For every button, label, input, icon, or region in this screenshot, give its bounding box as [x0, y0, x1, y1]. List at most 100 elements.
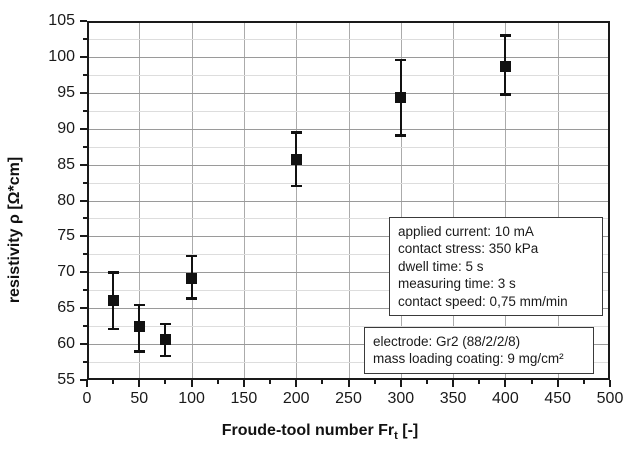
x-axis-major-tick	[504, 380, 507, 387]
error-bar-cap-bottom	[186, 297, 198, 300]
y-axis-label: resistivity ρ [Ω*cm]	[6, 156, 23, 304]
x-axis-minor-tick	[582, 380, 585, 384]
error-bar-cap-bottom	[107, 327, 119, 331]
data-point-marker	[159, 334, 171, 346]
gridline-horizontal-minor	[87, 254, 610, 256]
error-bar-cap-top	[133, 303, 145, 307]
y-axis-minor-tick	[83, 325, 87, 328]
y-axis-major-tick	[80, 343, 87, 346]
x-axis-major-tick	[86, 380, 88, 387]
y-axis-major-tick	[80, 163, 87, 166]
x-axis-tick-label: 150	[230, 390, 258, 407]
y-axis-major-tick	[80, 271, 87, 274]
gridline-horizontal-major	[87, 200, 610, 202]
gridline-horizontal-minor	[87, 290, 610, 292]
y-axis-tick-label: 55	[57, 371, 75, 388]
x-axis-major-tick	[452, 380, 455, 387]
x-axis-minor-tick	[164, 380, 167, 384]
x-axis-minor-tick	[373, 380, 376, 384]
data-point-marker	[499, 60, 511, 72]
gridline-horizontal-minor	[87, 74, 610, 76]
annotation-line: mass loading coating: 9 mg/cm²	[373, 351, 564, 367]
y-axis-tick-label: 90	[57, 119, 75, 137]
x-axis-minor-tick	[216, 380, 219, 384]
x-axis-minor-tick	[269, 380, 272, 384]
y-axis-major-tick	[80, 91, 87, 94]
x-axis-tick-label: 500	[596, 390, 624, 407]
y-axis-major-tick	[80, 55, 87, 58]
y-axis-tick-label: 75	[57, 227, 75, 245]
gridline-horizontal-minor	[87, 218, 610, 220]
gridline-horizontal-major	[87, 236, 610, 238]
gridline-horizontal-major	[87, 164, 610, 166]
x-axis-label-text: Froude-tool number Fr	[221, 422, 395, 439]
x-axis-tick-label: 50	[130, 390, 149, 407]
y-axis-major-tick	[80, 235, 87, 238]
gridline-horizontal-major	[87, 92, 610, 94]
x-axis-major-tick	[190, 380, 193, 387]
y-axis-minor-tick	[83, 109, 87, 112]
gridline-horizontal-minor	[87, 38, 610, 40]
annotation-box-measurement-parameters: applied current: 10 mA contact stress: 35…	[389, 217, 603, 317]
x-axis-minor-tick	[112, 380, 115, 384]
x-axis-major-tick	[609, 380, 611, 387]
gridline-horizontal-minor	[87, 146, 610, 148]
x-axis-tick-label: 350	[439, 390, 467, 407]
gridline-horizontal-major	[87, 128, 610, 130]
gridline-horizontal-minor	[87, 182, 610, 184]
y-axis-minor-tick	[83, 181, 87, 184]
gridline-horizontal-minor	[87, 362, 610, 364]
x-axis-major-tick	[295, 380, 298, 387]
x-axis-major-tick	[347, 380, 350, 387]
gridline-horizontal-minor	[87, 326, 610, 328]
y-axis-minor-tick	[83, 361, 87, 364]
error-bar-cap-bottom	[159, 354, 171, 358]
x-axis-label-unit: [-]	[397, 422, 419, 439]
error-bar-cap-bottom	[290, 184, 302, 188]
y-axis-minor-tick	[83, 37, 87, 40]
x-axis-tick-label: 0	[82, 390, 92, 407]
data-point-marker	[290, 154, 302, 166]
x-axis-tick-label: 400	[492, 390, 519, 407]
gridline-horizontal-minor	[87, 110, 610, 112]
x-axis-major-tick	[138, 380, 141, 387]
x-axis-minor-tick	[321, 380, 324, 384]
error-bar-cap-top	[499, 34, 511, 37]
error-bar-cap-top	[186, 254, 198, 258]
x-axis-label: Froude-tool number Frt [-]	[0, 422, 640, 442]
y-axis-major-tick	[80, 199, 87, 202]
annotation-line: contact speed: 0,75 mm/min	[398, 293, 568, 309]
y-axis-minor-tick	[83, 253, 87, 256]
data-point-marker	[186, 272, 198, 284]
error-bar-cap-top	[107, 271, 119, 274]
annotation-line: applied current: 10 mA	[398, 224, 534, 239]
annotation-box-electrode-info: electrode: Gr2 (88/2/2/8) mass loading co…	[364, 327, 594, 374]
x-axis-tick-label: 200	[282, 390, 310, 407]
gridline-horizontal-major	[87, 344, 610, 346]
error-bar-cap-bottom	[499, 93, 511, 96]
error-bar-cap-bottom	[395, 134, 407, 137]
x-axis-minor-tick	[478, 380, 481, 384]
x-axis-tick-label: 100	[178, 390, 205, 407]
y-axis-major-tick	[80, 20, 87, 22]
y-axis-minor-tick	[83, 217, 87, 220]
y-axis-tick-label: 100	[48, 47, 75, 65]
y-axis-tick-label: 65	[57, 299, 75, 317]
error-bar-cap-top	[159, 322, 171, 326]
error-bar-cap-top	[290, 131, 302, 134]
y-axis-tick-label: 95	[57, 83, 75, 101]
gridline-horizontal-major	[87, 308, 610, 310]
y-axis-tick-label: 70	[57, 263, 75, 281]
x-axis-major-tick	[242, 380, 245, 387]
x-axis-major-tick	[399, 380, 402, 387]
data-point-marker	[133, 321, 145, 333]
x-axis-tick-label: 250	[335, 390, 362, 407]
x-axis-major-tick	[556, 380, 559, 387]
annotation-line: contact stress: 350 kPa	[398, 241, 539, 257]
annotation-line: dwell time: 5 s	[398, 258, 484, 274]
y-axis-minor-tick	[83, 145, 87, 148]
data-point-marker	[107, 294, 119, 306]
data-point-marker	[395, 92, 407, 104]
error-bar-cap-bottom	[133, 350, 145, 353]
